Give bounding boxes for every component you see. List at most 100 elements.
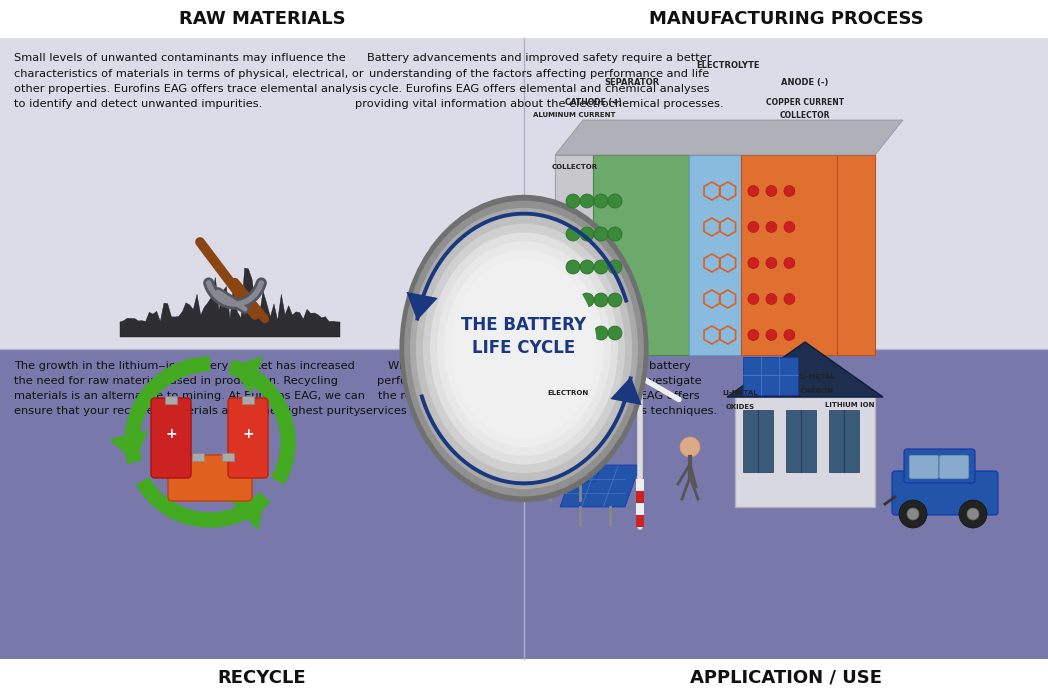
Polygon shape <box>231 497 265 531</box>
Bar <box>0 348 524 659</box>
Text: +: + <box>242 427 254 441</box>
Text: ELECTROLYTE: ELECTROLYTE <box>696 61 760 70</box>
Circle shape <box>784 185 794 197</box>
Ellipse shape <box>451 259 597 438</box>
Circle shape <box>959 500 987 528</box>
Polygon shape <box>121 268 340 337</box>
Circle shape <box>608 194 623 208</box>
Bar <box>836 155 875 355</box>
Circle shape <box>766 257 777 268</box>
Text: RAW MATERIALS: RAW MATERIALS <box>179 10 345 28</box>
FancyBboxPatch shape <box>151 398 191 478</box>
Circle shape <box>566 293 580 307</box>
FancyBboxPatch shape <box>228 398 268 478</box>
FancyBboxPatch shape <box>892 471 998 515</box>
Text: LITHIUM ION: LITHIUM ION <box>825 402 874 408</box>
Circle shape <box>784 257 794 268</box>
Bar <box>524 348 1048 659</box>
Circle shape <box>594 260 608 274</box>
Ellipse shape <box>444 250 604 447</box>
Text: +: + <box>166 427 177 441</box>
Circle shape <box>766 185 777 197</box>
Circle shape <box>566 326 580 340</box>
Text: Small levels of unwanted contaminants may influence the
characteristics of mater: Small levels of unwanted contaminants ma… <box>14 54 367 109</box>
Circle shape <box>899 500 927 528</box>
Ellipse shape <box>405 201 643 496</box>
Circle shape <box>580 227 594 241</box>
Text: ELECTRON: ELECTRON <box>547 390 588 396</box>
Bar <box>555 155 593 355</box>
Text: SEPARATOR: SEPARATOR <box>605 77 659 86</box>
Circle shape <box>608 227 623 241</box>
Bar <box>165 396 177 404</box>
Text: MANUFACTURING PROCESS: MANUFACTURING PROCESS <box>649 10 923 28</box>
FancyBboxPatch shape <box>904 449 975 483</box>
Polygon shape <box>560 465 640 507</box>
Circle shape <box>566 194 580 208</box>
Bar <box>0 659 1048 697</box>
Text: RECYCLE: RECYCLE <box>218 669 306 687</box>
Circle shape <box>748 222 759 233</box>
Circle shape <box>766 293 777 305</box>
Bar <box>242 396 254 404</box>
Circle shape <box>580 293 594 307</box>
Ellipse shape <box>416 215 632 482</box>
Text: COPPER CURRENT: COPPER CURRENT <box>765 98 844 107</box>
Text: THE BATTERY
LIFE CYCLE: THE BATTERY LIFE CYCLE <box>461 316 587 357</box>
Polygon shape <box>109 431 148 462</box>
Polygon shape <box>610 376 641 405</box>
Circle shape <box>608 260 623 274</box>
Bar <box>636 491 645 503</box>
Circle shape <box>766 330 777 341</box>
Bar <box>192 453 204 461</box>
Circle shape <box>784 330 794 341</box>
Ellipse shape <box>430 233 618 464</box>
Bar <box>743 410 773 472</box>
Bar <box>636 515 645 527</box>
Circle shape <box>748 185 759 197</box>
Ellipse shape <box>399 194 649 503</box>
Bar <box>636 479 645 491</box>
Circle shape <box>580 326 594 340</box>
Circle shape <box>608 293 623 307</box>
Bar <box>0 38 524 348</box>
Text: The growth in the lithium‒ion battery market has increased
the need for raw mate: The growth in the lithium‒ion battery ma… <box>14 360 365 416</box>
Bar <box>222 453 234 461</box>
FancyBboxPatch shape <box>168 455 252 501</box>
Circle shape <box>594 227 608 241</box>
Circle shape <box>566 227 580 241</box>
Circle shape <box>784 293 794 305</box>
Text: COLLECTOR: COLLECTOR <box>551 164 597 170</box>
Bar <box>741 155 836 355</box>
Ellipse shape <box>423 224 625 473</box>
Circle shape <box>784 222 794 233</box>
FancyBboxPatch shape <box>939 455 969 479</box>
Circle shape <box>566 260 580 274</box>
Circle shape <box>594 293 608 307</box>
Text: CARBON: CARBON <box>801 388 834 394</box>
Bar <box>690 155 741 355</box>
Text: ALUMINUM CURRENT: ALUMINUM CURRENT <box>533 112 615 118</box>
FancyBboxPatch shape <box>743 357 798 395</box>
Bar <box>636 503 645 515</box>
Text: APPLICATION / USE: APPLICATION / USE <box>690 669 882 687</box>
Polygon shape <box>231 356 263 394</box>
Text: When a battery fails or there is a decrease in battery
performance, materials an: When a battery fails or there is a decre… <box>361 360 718 416</box>
Bar <box>786 410 816 472</box>
Circle shape <box>608 326 623 340</box>
FancyBboxPatch shape <box>909 455 939 479</box>
Circle shape <box>967 508 979 520</box>
Circle shape <box>766 222 777 233</box>
Circle shape <box>594 194 608 208</box>
Text: ANODE (-): ANODE (-) <box>781 77 828 86</box>
Bar <box>829 410 859 472</box>
Bar <box>524 38 1048 348</box>
Text: COLLECTOR: COLLECTOR <box>780 111 830 119</box>
Bar <box>735 397 875 507</box>
Polygon shape <box>727 342 883 397</box>
Polygon shape <box>407 292 438 321</box>
Circle shape <box>748 293 759 305</box>
Circle shape <box>580 260 594 274</box>
Text: CATHODE (+): CATHODE (+) <box>565 98 621 107</box>
Bar <box>593 155 690 355</box>
